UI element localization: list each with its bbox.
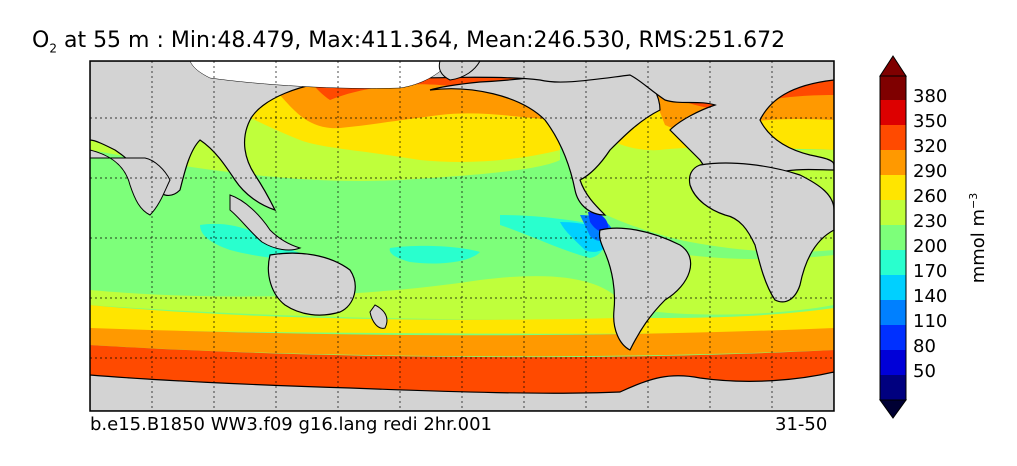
colorbar-segment (880, 225, 906, 250)
colorbar-segment (880, 325, 906, 350)
land-southeast-asia (229, 194, 302, 251)
land-australia (267, 252, 356, 316)
colorbar-tick-230: 230 (913, 211, 948, 232)
map-frame (89, 60, 835, 412)
map-gridlines (90, 61, 834, 411)
colorbar-segment (880, 100, 906, 125)
map-title: O2 at 55 m : Min:48.479, Max:411.364, Me… (32, 28, 785, 55)
colorbar-tick-380: 380 (913, 86, 948, 107)
colorbar-tick-350: 350 (913, 111, 948, 132)
colorbar-segment (880, 350, 906, 375)
title-species: O (32, 28, 50, 53)
band-indian-ocean-170 (200, 223, 320, 260)
colorbar-segment (880, 300, 906, 325)
colorbar-tick-80: 80 (913, 336, 936, 357)
colorbar-units-label: mmol m−3 (967, 193, 989, 284)
colorbar-tick-140: 140 (913, 286, 948, 307)
colorbar (879, 55, 907, 419)
band-east-pacific-low-80 (588, 212, 609, 233)
band-equatorial-pacific-170 (389, 245, 480, 264)
title-species-subscript: 2 (49, 41, 57, 56)
title-stats: at 55 m : Min:48.479, Max:411.364, Mean:… (56, 28, 786, 53)
colorbar-segment (880, 200, 906, 225)
years-label: 31-50 (775, 414, 828, 435)
land-africa (688, 162, 834, 303)
land-south-america (598, 227, 692, 351)
land-indian-subcontinent (90, 149, 171, 216)
colorbar-frame (879, 75, 907, 401)
colorbar-segment (880, 76, 906, 100)
colorbar-tick-200: 200 (913, 236, 948, 257)
sea-ice-arctic (189, 61, 451, 89)
colorbar-tick-50: 50 (913, 361, 936, 382)
colorbar-segment (880, 375, 906, 400)
colorbar-tick-170: 170 (913, 261, 948, 282)
colorbar-tick-260: 260 (913, 186, 948, 207)
colorbar-tick-110: 110 (913, 311, 948, 332)
land-new-zealand (369, 304, 388, 329)
colorbar-tick-290: 290 (913, 161, 948, 182)
land-arctic-islands (438, 61, 481, 81)
colorbar-extend-min (879, 399, 907, 419)
colorbar-segment (880, 125, 906, 150)
colorbar-tick-320: 320 (913, 136, 948, 157)
units-text: mmol m (968, 208, 989, 284)
colorbar-segment (880, 150, 906, 175)
colorbar-segment (880, 275, 906, 300)
land-europe-asia (90, 61, 834, 212)
units-exponent: −3 (967, 192, 980, 209)
colorbar-segment (880, 250, 906, 275)
case-name-label: b.e15.B1850 WW3.f09 g16.lang redi 2hr.00… (90, 414, 493, 435)
colorbar-segment (880, 175, 906, 200)
colorbar-extend-max (879, 55, 907, 77)
